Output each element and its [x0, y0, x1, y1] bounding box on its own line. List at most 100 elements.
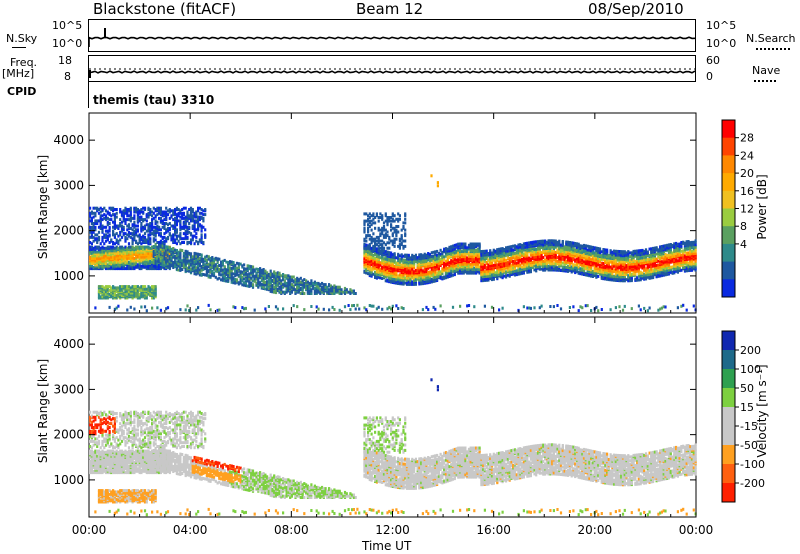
power-cell	[97, 211, 101, 215]
power-cell	[363, 219, 366, 223]
power-cell	[119, 285, 122, 289]
power-cell	[188, 309, 191, 312]
power-cell	[89, 264, 92, 268]
power-cell	[133, 223, 136, 227]
power-cell	[99, 260, 102, 264]
power-cell	[90, 216, 93, 220]
power-cell	[416, 256, 419, 260]
power-cell	[250, 276, 253, 280]
power-cell	[404, 234, 407, 238]
power-cell	[115, 260, 118, 264]
power-cell	[375, 307, 378, 311]
power-cell	[409, 277, 412, 281]
power-cell	[413, 270, 416, 274]
power-cell	[126, 246, 129, 250]
power-cell	[143, 206, 147, 210]
power-cell	[552, 305, 555, 309]
power-cell	[267, 305, 270, 308]
power-cell	[365, 308, 368, 312]
power-cell	[312, 281, 315, 285]
power-cell	[147, 227, 150, 230]
power-cell	[179, 242, 182, 246]
power-cell	[390, 264, 393, 268]
power-cell	[138, 215, 141, 219]
power-cell	[457, 246, 460, 250]
power-cell	[529, 306, 532, 310]
power-cell	[189, 210, 193, 214]
power-cell	[292, 279, 295, 283]
power-cell	[425, 276, 428, 280]
power-cell	[147, 223, 150, 227]
power-cell	[363, 237, 366, 241]
power-cell	[103, 286, 106, 290]
power-cell	[391, 263, 394, 267]
power-cell	[377, 216, 380, 219]
power-cell	[239, 275, 242, 279]
power-cell	[368, 250, 371, 253]
power-cell	[407, 270, 410, 274]
power-cell	[372, 253, 375, 257]
power-cell	[156, 213, 159, 217]
power-cell	[92, 206, 95, 210]
power-cell	[126, 285, 129, 289]
power-cell	[374, 239, 377, 243]
power-cell	[119, 295, 122, 299]
power-cell	[338, 289, 341, 293]
power-cell	[310, 288, 313, 292]
power-cell	[391, 226, 394, 230]
power-cell	[202, 213, 205, 217]
power-cell	[347, 290, 350, 294]
power-cell	[338, 308, 341, 312]
power-cell	[166, 227, 170, 230]
power-cell	[451, 244, 455, 248]
power-cell	[101, 245, 104, 249]
power-cell	[405, 281, 409, 285]
power-cell	[269, 289, 272, 293]
power-cell	[370, 304, 373, 308]
power-cell	[354, 307, 357, 311]
power-cell	[372, 239, 375, 243]
power-cell	[400, 243, 403, 247]
power-cell	[172, 213, 175, 217]
power-cell	[374, 270, 377, 274]
power-cell	[558, 239, 561, 243]
power-cell	[124, 209, 127, 213]
power-cell	[129, 216, 132, 220]
power-cell	[99, 246, 102, 250]
power-cell	[189, 267, 193, 271]
power-cell	[170, 214, 173, 218]
power-cell	[204, 213, 207, 217]
power-cell	[182, 254, 185, 258]
power-cell	[177, 234, 180, 238]
power-cell	[299, 292, 302, 295]
power-cell	[377, 255, 380, 259]
power-cell	[108, 245, 111, 249]
power-cell	[253, 268, 256, 272]
power-cell	[103, 292, 106, 296]
power-cell	[432, 272, 435, 276]
power-cell	[181, 268, 184, 271]
power-cell	[133, 235, 136, 239]
power-cell	[533, 306, 536, 310]
power-cell	[94, 245, 97, 249]
power-cell	[127, 260, 131, 264]
power-cell	[253, 277, 256, 281]
power-cell	[460, 242, 463, 246]
power-cell	[166, 264, 170, 268]
power-cell	[473, 305, 476, 309]
power-cell	[382, 257, 386, 261]
power-cell	[149, 222, 152, 225]
power-cell	[165, 228, 168, 232]
power-cell	[363, 221, 366, 225]
power-cell	[243, 263, 246, 267]
power-cell	[117, 286, 120, 290]
power-cell	[266, 280, 269, 284]
power-cell	[367, 249, 370, 253]
power-cell	[255, 267, 258, 271]
power-cell	[133, 246, 136, 250]
power-cell	[168, 216, 171, 220]
power-cell	[391, 253, 394, 257]
power-cell	[166, 306, 170, 310]
power-cell	[142, 218, 145, 222]
